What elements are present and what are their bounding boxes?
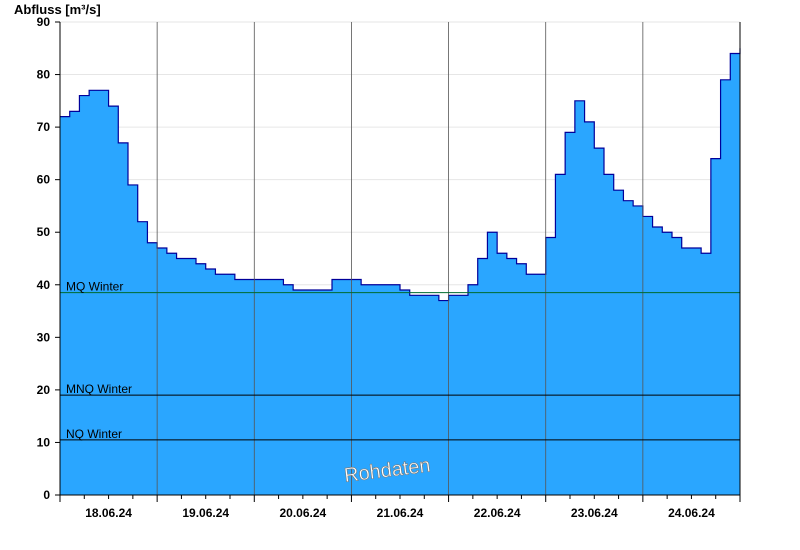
reference-line-label: MQ Winter [66, 280, 123, 294]
y-tick-label: 30 [37, 330, 51, 344]
x-tick-label: 19.06.24 [182, 506, 229, 520]
y-tick-label: 90 [37, 15, 51, 29]
x-tick-label: 18.06.24 [85, 506, 132, 520]
y-tick-label: 80 [37, 68, 51, 82]
discharge-area [60, 48, 740, 496]
reference-line-label: NQ Winter [66, 427, 122, 441]
y-tick-label: 10 [37, 435, 51, 449]
x-tick-label: 21.06.24 [377, 506, 424, 520]
plot-area [60, 21, 741, 496]
y-tick-label: 0 [43, 488, 50, 502]
y-tick-label: 50 [37, 225, 51, 239]
y-tick-label: 60 [37, 173, 51, 187]
reference-lines: MQ Winter MNQ Winter NQ Winter [60, 280, 740, 441]
y-axis-label: Abfluss [m³/s] [14, 2, 101, 17]
y-tick-label: 40 [37, 278, 51, 292]
x-tick-label: 24.06.24 [668, 506, 715, 520]
x-tick-label: 22.06.24 [474, 506, 521, 520]
axes: 0 10 20 30 40 50 60 70 80 90 18.06.24 19.06.24 20.06… [37, 15, 741, 520]
y-tick-label: 70 [37, 120, 51, 134]
x-tick-label: 20.06.24 [279, 506, 326, 520]
reference-line-label: MNQ Winter [66, 382, 132, 396]
y-tick-label: 20 [37, 383, 51, 397]
x-tick-label: 23.06.24 [571, 506, 618, 520]
